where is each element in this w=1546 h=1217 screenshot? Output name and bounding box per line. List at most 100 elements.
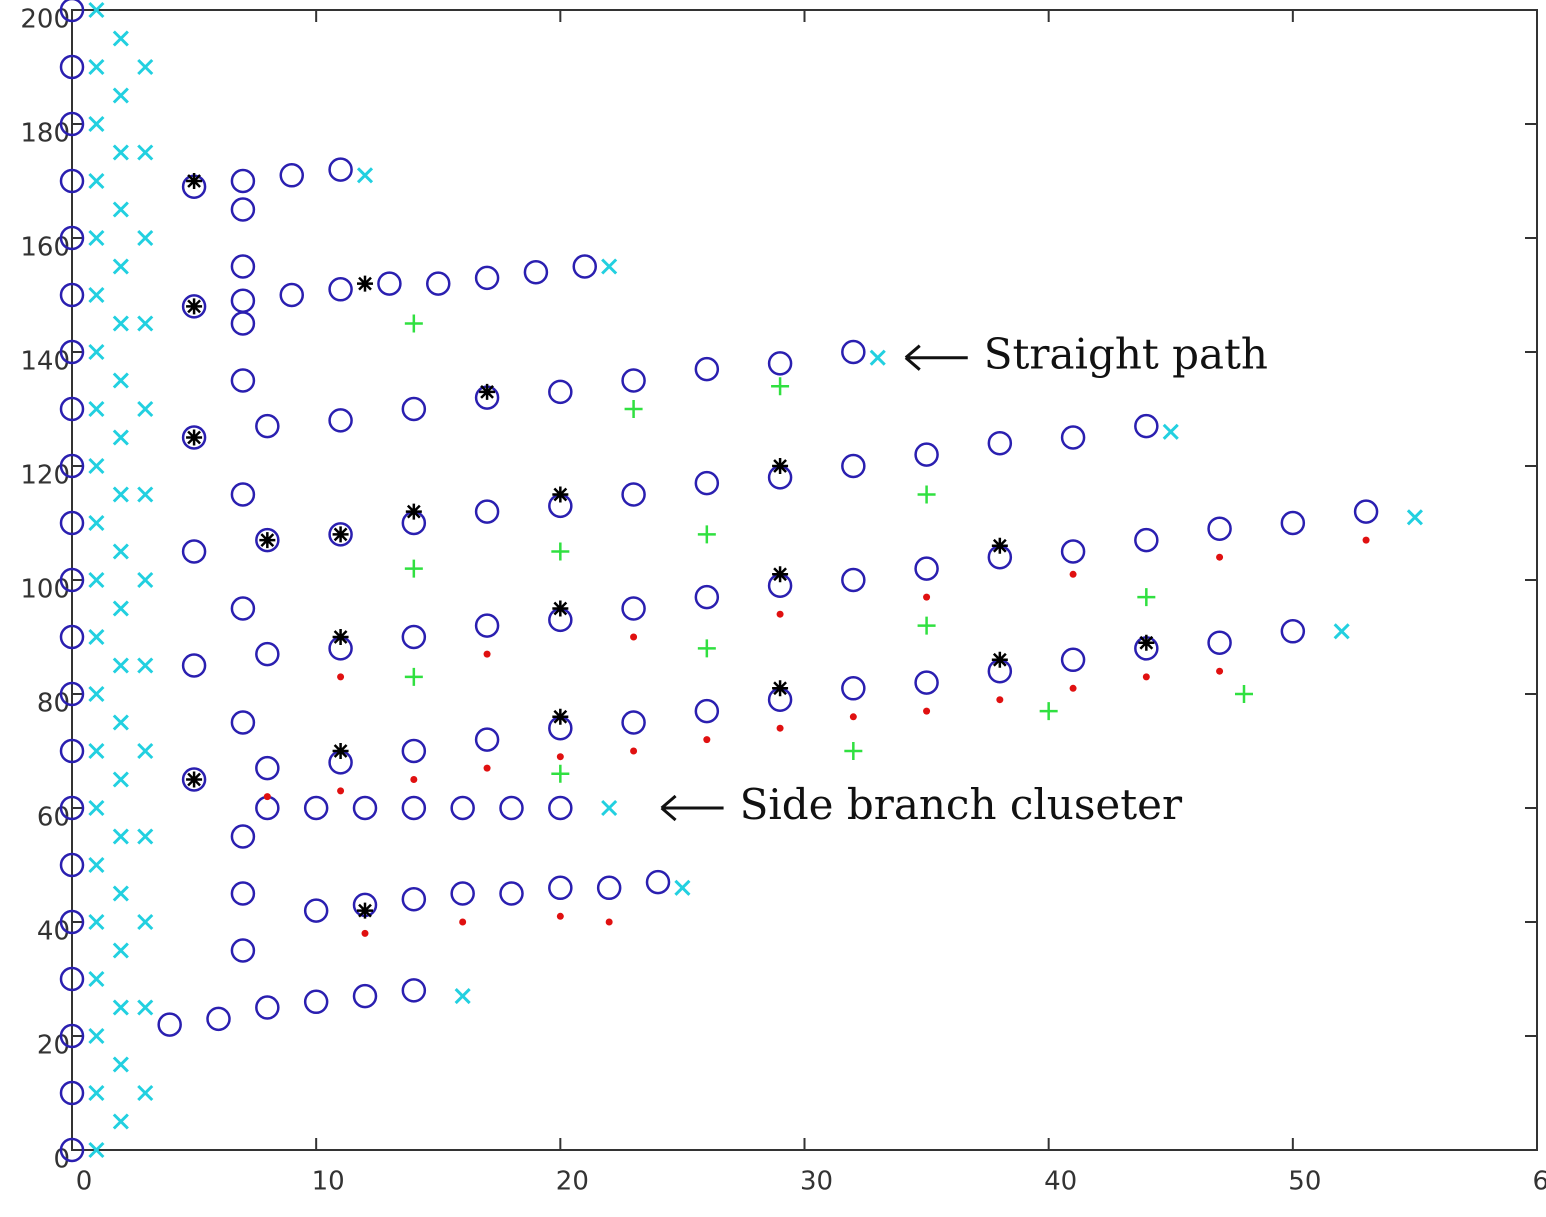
circle-marker [59, 0, 85, 23]
circle-marker [548, 875, 573, 901]
circle-marker [914, 556, 939, 581]
x-marker [88, 1141, 105, 1159]
circle-marker [230, 710, 256, 735]
x-marker [88, 856, 105, 874]
circle-marker [59, 567, 85, 593]
x-marker [88, 115, 105, 133]
circle-marker [279, 282, 304, 308]
star-marker [186, 173, 203, 189]
x-marker [137, 315, 154, 332]
circle-marker [694, 584, 720, 610]
x-marker [88, 229, 105, 247]
x-marker [112, 942, 129, 959]
dot-marker [1216, 667, 1224, 675]
x-marker [137, 1084, 154, 1102]
circle-marker [230, 311, 256, 336]
circle-marker [59, 225, 85, 251]
circle-marker [59, 795, 85, 821]
circle-marker [255, 413, 280, 439]
star-marker [332, 526, 349, 543]
dot-marker [1216, 553, 1224, 561]
x-marker [137, 657, 154, 674]
circle-marker [59, 909, 85, 935]
circle-marker [181, 425, 207, 450]
plus-marker [917, 616, 936, 635]
x-marker [88, 172, 105, 190]
circle-marker [59, 966, 85, 992]
circle-marker [230, 368, 256, 393]
circle-marker [279, 163, 304, 188]
circle-marker [59, 168, 85, 194]
star-marker [186, 429, 203, 446]
circle-marker [694, 698, 720, 724]
star-marker [1138, 634, 1155, 651]
circle-marker [303, 898, 329, 923]
circle-marker [499, 795, 524, 821]
circle-marker [767, 351, 793, 376]
circle-marker [523, 259, 549, 285]
x-marker [137, 229, 154, 247]
dot-marker [776, 610, 784, 618]
circle-marker [621, 482, 646, 507]
star-marker [259, 532, 276, 549]
circle-marker [450, 881, 475, 906]
y-tick-label: 180 [20, 119, 70, 149]
circle-marker [255, 995, 280, 1020]
x-marker [112, 600, 129, 617]
plus-marker [404, 314, 423, 333]
circle-marker [230, 938, 256, 963]
x-marker [112, 429, 129, 446]
circle-marker [59, 1080, 85, 1106]
x-marker [112, 30, 129, 47]
x-marker [137, 486, 154, 503]
circle-marker [499, 881, 524, 906]
circle-marker [59, 852, 85, 878]
x-marker [88, 685, 105, 703]
circle-marker [841, 567, 866, 593]
x-marker [112, 999, 129, 1016]
circle-marker [1060, 425, 1086, 450]
circle-marker [377, 271, 402, 296]
star-marker [357, 275, 373, 292]
circle-marker [328, 277, 353, 302]
dot-marker [263, 793, 271, 801]
star-marker [991, 537, 1008, 554]
x-marker [88, 742, 105, 760]
dot-marker [410, 776, 418, 783]
circle-marker [59, 54, 85, 80]
circle-marker [59, 510, 85, 536]
y-tick-label: 160 [20, 233, 70, 263]
circle-marker [255, 527, 280, 553]
x-marker [454, 988, 471, 1005]
x-marker [137, 571, 154, 589]
circle-marker [401, 624, 427, 650]
plus-marker [917, 485, 936, 504]
circle-marker [59, 624, 85, 650]
circle-marker [59, 738, 85, 764]
circle-marker [59, 1023, 85, 1049]
x-marker [137, 144, 154, 161]
plus-marker [844, 742, 863, 760]
x-tick-label: 40 [1044, 1167, 1077, 1197]
circle-marker [328, 522, 353, 547]
star-marker [186, 771, 203, 788]
circle-marker [230, 824, 256, 849]
dot-marker [605, 918, 613, 926]
circle-marker [206, 1006, 231, 1032]
circle-marker [401, 396, 427, 422]
x-marker [112, 315, 129, 332]
x-marker [88, 1084, 105, 1102]
circle-marker [694, 470, 720, 496]
dot-marker [556, 753, 564, 761]
circle-marker [841, 453, 866, 479]
circle-marker [841, 676, 866, 701]
x-marker [112, 714, 129, 731]
circle-marker [401, 795, 427, 821]
x-marker [88, 1027, 105, 1045]
x-marker [88, 58, 105, 76]
x-marker [112, 828, 129, 845]
plot-frame [71, 9, 1538, 1151]
dot-marker [923, 707, 931, 715]
circle-marker [987, 430, 1013, 456]
circle-marker [1280, 510, 1306, 536]
